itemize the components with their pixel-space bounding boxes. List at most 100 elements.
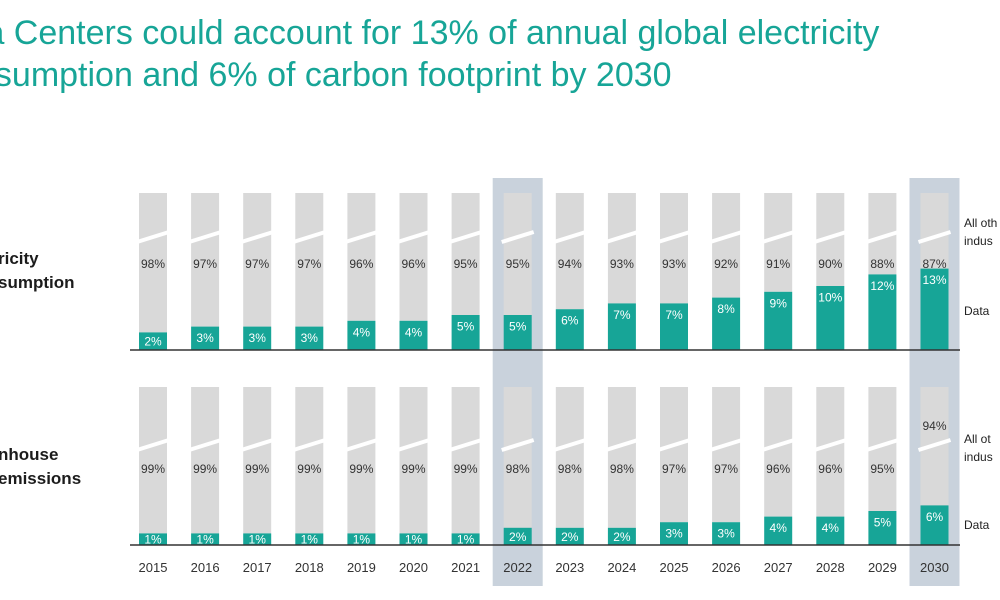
electricity-other-bar-2024 — [607, 193, 636, 304]
electricity-break-mark-2020 — [396, 230, 431, 244]
emissions-data-bar-2026 — [712, 522, 741, 545]
year-label-2015: 2015 — [139, 560, 168, 575]
electricity-data-label-2026: 8% — [717, 302, 735, 316]
electricity-data-bar-2016 — [191, 326, 220, 350]
electricity-break-mark-2027 — [761, 230, 795, 244]
emissions-data-label-2024: 2% — [613, 530, 631, 544]
emissions-other-label-2020: 99% — [401, 462, 425, 476]
legend-electricity-data: Data — [964, 304, 990, 318]
legend-emissions-other: All ot indus — [964, 430, 993, 466]
legend-emissions-data: Data — [964, 518, 990, 532]
legend-electricity-other-line-1: All oth — [964, 216, 998, 230]
electricity-data-label-2023: 6% — [561, 314, 579, 328]
electricity-data-label-2022: 5% — [509, 320, 527, 334]
year-label-2018: 2018 — [295, 560, 324, 575]
electricity-data-bar-2018 — [295, 326, 324, 350]
emissions-break-mark-2022 — [501, 438, 535, 452]
year-label-2022: 2022 — [503, 560, 532, 575]
electricity-row-label: ricity sumption — [0, 247, 75, 295]
electricity-other-label-2025: 93% — [662, 257, 686, 271]
year-label-2021: 2021 — [451, 560, 480, 575]
emissions-data-bar-2027 — [764, 516, 793, 545]
electricity-other-bar-2019 — [347, 193, 376, 321]
electricity-other-bar-2021 — [451, 193, 480, 315]
emissions-data-bar-2021 — [451, 533, 480, 545]
emissions-other-bar-2016 — [191, 387, 220, 534]
emissions-other-label-2027: 96% — [766, 462, 790, 476]
emissions-data-bar-2030 — [920, 505, 949, 545]
emissions-other-bar-2015 — [139, 387, 167, 534]
emissions-other-label-2025: 97% — [662, 462, 686, 476]
emissions-other-label-2024: 98% — [610, 462, 634, 476]
electricity-other-label-2020: 96% — [401, 257, 425, 271]
emissions-data-label-2018: 1% — [301, 533, 319, 547]
emissions-break-mark-2017 — [240, 438, 274, 452]
emissions-break-mark-2016 — [188, 438, 222, 452]
emissions-row-label-line-1: nhouse — [0, 445, 59, 464]
electricity-break-mark-2015 — [136, 230, 170, 244]
emissions-other-bar-2024 — [607, 387, 636, 528]
emissions-data-bar-2020 — [399, 533, 428, 545]
chart-title: ta Centers could account for 13% of annu… — [0, 12, 996, 96]
emissions-other-label-2016: 99% — [193, 462, 217, 476]
emissions-data-bar-2029 — [868, 511, 897, 545]
emissions-other-label-2017: 99% — [245, 462, 269, 476]
emissions-break-mark-2029 — [865, 438, 899, 452]
electricity-other-label-2028: 90% — [818, 257, 842, 271]
emissions-break-mark-2025 — [657, 438, 691, 452]
emissions-data-bar-2015 — [139, 533, 167, 545]
electricity-break-mark-2026 — [709, 230, 743, 244]
year-label-2020: 2020 — [399, 560, 428, 575]
electricity-other-bar-2018 — [295, 193, 324, 327]
electricity-row-label-line-1: ricity — [0, 249, 39, 268]
emissions-data-label-2028: 4% — [822, 521, 840, 535]
electricity-other-label-2016: 97% — [193, 257, 217, 271]
electricity-data-label-2024: 7% — [613, 308, 631, 322]
emissions-data-label-2022: 2% — [509, 530, 527, 544]
emissions-break-mark-2018 — [292, 438, 326, 452]
year-label-2028: 2028 — [816, 560, 845, 575]
legend-electricity-other-line-2: indus — [964, 234, 993, 248]
emissions-data-bar-2016 — [191, 533, 220, 545]
electricity-data-bar-2027 — [764, 291, 793, 350]
electricity-other-label-2029: 88% — [870, 257, 894, 271]
electricity-other-label-2021: 95% — [454, 257, 478, 271]
emissions-break-mark-2019 — [344, 438, 378, 452]
emissions-break-mark-2030 — [917, 438, 952, 452]
emissions-data-bar-2024 — [607, 527, 636, 545]
electricity-break-mark-2021 — [449, 230, 483, 244]
emissions-break-mark-2021 — [449, 438, 483, 452]
electricity-break-mark-2017 — [240, 230, 274, 244]
emissions-data-bar-2019 — [347, 533, 376, 545]
electricity-data-bar-2021 — [451, 315, 480, 350]
electricity-break-mark-2029 — [865, 230, 899, 244]
emissions-other-label-2019: 99% — [349, 462, 373, 476]
emissions-other-label-2030: 94% — [922, 419, 946, 433]
electricity-data-label-2027: 9% — [770, 296, 788, 310]
emissions-other-bar-2018 — [295, 387, 324, 534]
electricity-data-bar-2029 — [868, 274, 897, 350]
year-label-2019: 2019 — [347, 560, 376, 575]
emissions-break-mark-2027 — [761, 438, 795, 452]
electricity-break-mark-2024 — [605, 230, 639, 244]
electricity-break-mark-2018 — [292, 230, 326, 244]
electricity-other-bar-2015 — [139, 193, 167, 333]
emissions-other-bar-2019 — [347, 387, 376, 534]
electricity-data-label-2020: 4% — [405, 325, 423, 339]
electricity-data-bar-2026 — [712, 297, 741, 350]
year-label-2026: 2026 — [712, 560, 741, 575]
emissions-other-label-2029: 95% — [870, 462, 894, 476]
year-label-2027: 2027 — [764, 560, 793, 575]
emissions-data-label-2017: 1% — [249, 533, 267, 547]
electricity-other-label-2030: 87% — [922, 257, 946, 271]
chart-title-line-1: ta Centers could account for 13% of annu… — [0, 14, 880, 52]
electricity-data-bar-2025 — [660, 303, 688, 350]
electricity-other-bar-2025 — [660, 193, 688, 304]
year-label-2025: 2025 — [660, 560, 689, 575]
year-label-2023: 2023 — [555, 560, 584, 575]
emissions-other-label-2026: 97% — [714, 462, 738, 476]
emissions-other-label-2018: 99% — [297, 462, 321, 476]
emissions-other-label-2015: 99% — [141, 462, 165, 476]
electricity-data-label-2029: 12% — [870, 279, 894, 293]
